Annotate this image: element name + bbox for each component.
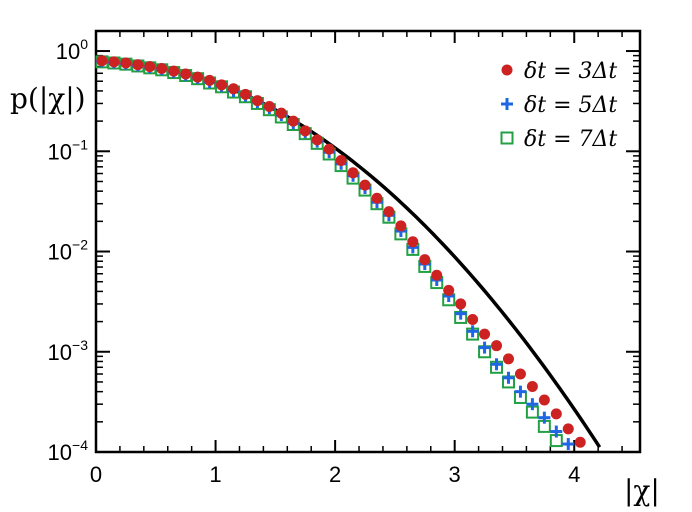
filled-circle-data-point bbox=[239, 88, 251, 100]
filled-circle-data-point bbox=[263, 100, 275, 112]
filled-circle-data-point bbox=[144, 61, 156, 73]
legend: δt = 3Δt δt = 5Δt δt = 7Δt bbox=[500, 59, 617, 152]
y-tick-label: 10−1 bbox=[48, 136, 89, 164]
legend-marker bbox=[501, 64, 513, 76]
filled-circle-data-point bbox=[192, 71, 204, 83]
filled-circle-data-point bbox=[479, 328, 491, 340]
filled-circle-data-point bbox=[562, 423, 574, 435]
filled-circle-data-point bbox=[132, 59, 144, 71]
filled-circle-data-point bbox=[287, 115, 299, 127]
plus-data-point bbox=[478, 341, 491, 354]
fit-curve-layer bbox=[101, 59, 602, 449]
filled-circle-data-point bbox=[347, 167, 359, 179]
plus-data-point bbox=[562, 438, 575, 451]
filled-circle-data-point bbox=[467, 313, 479, 325]
plus-data-point bbox=[454, 307, 467, 320]
filled-circle-data-point bbox=[120, 57, 132, 69]
x-tick-label: 3 bbox=[449, 462, 461, 487]
legend-label: δt = 5Δt bbox=[524, 93, 617, 118]
filled-circle-data-point bbox=[227, 83, 239, 95]
plot-frame bbox=[94, 29, 642, 454]
filled-circle-data-point bbox=[96, 55, 108, 67]
filled-circle-data-point bbox=[156, 62, 168, 74]
x-tick-label: 2 bbox=[329, 462, 341, 487]
filled-circle-data-point bbox=[431, 269, 443, 281]
filled-circle-data-point bbox=[371, 192, 383, 204]
filled-circle-data-point bbox=[502, 353, 514, 365]
filled-circle-data-point bbox=[311, 134, 323, 146]
filled-circle-data-point bbox=[299, 125, 311, 137]
filled-circle-data-point bbox=[323, 143, 335, 155]
filled-circle-data-point bbox=[526, 381, 538, 393]
filled-circle-data-point bbox=[574, 436, 586, 448]
x-tick-label: 0 bbox=[90, 462, 102, 487]
filled-circle-data-point bbox=[180, 68, 192, 80]
filled-circle-data-point bbox=[383, 206, 395, 218]
plus-data-point bbox=[502, 371, 515, 384]
legend-marker bbox=[501, 98, 513, 110]
filled-circle-data-point bbox=[443, 284, 455, 296]
filled-circle-data-point bbox=[491, 340, 503, 352]
markers bbox=[95, 55, 586, 451]
y-tick-label: 10−3 bbox=[48, 337, 89, 365]
filled-circle-data-point bbox=[204, 74, 216, 86]
filled-circle-data-point bbox=[538, 394, 550, 406]
y-tick-label: 10−2 bbox=[48, 237, 89, 265]
y-tick-label: 10−4 bbox=[48, 437, 89, 465]
x-tick-label: 1 bbox=[209, 462, 221, 487]
filled-circle-data-point bbox=[407, 236, 419, 248]
filled-circle-data-point bbox=[275, 107, 287, 119]
x-axis-title: |χ| bbox=[624, 474, 660, 507]
plus-data-point bbox=[514, 385, 527, 398]
y-tick-label: 100 bbox=[56, 36, 88, 64]
filled-circle-data-point bbox=[168, 65, 180, 77]
filled-circle-data-point bbox=[419, 254, 431, 266]
plus-data-point bbox=[538, 411, 551, 424]
plus-data-point bbox=[550, 425, 563, 438]
filled-circle-data-point bbox=[455, 298, 467, 310]
filled-circle-data-point bbox=[335, 154, 347, 166]
tick-labels: 0 1 2 3 4 100 10−1 10−2 10−3 10−4 bbox=[48, 36, 581, 487]
filled-circle-data-point bbox=[359, 179, 371, 191]
filled-circle-data-point bbox=[514, 368, 526, 380]
filled-circle-data-point bbox=[108, 56, 120, 68]
filled-circle-data-point bbox=[395, 220, 407, 232]
x-tick-label: 4 bbox=[568, 462, 580, 487]
plus-data-point bbox=[490, 358, 503, 371]
filled-circle-data-point bbox=[550, 408, 562, 420]
y-axis-title: p(|χ|) bbox=[10, 82, 86, 115]
plus-data-point bbox=[526, 398, 539, 411]
legend-label: δt = 7Δt bbox=[524, 127, 617, 152]
filled-circle-data-point bbox=[216, 79, 228, 91]
legend-label: δt = 3Δt bbox=[524, 59, 617, 84]
legend-marker bbox=[500, 131, 514, 145]
filled-circle-data-point bbox=[251, 95, 263, 107]
plus-data-point bbox=[466, 325, 479, 338]
gaussian-fit-curve bbox=[101, 59, 602, 449]
